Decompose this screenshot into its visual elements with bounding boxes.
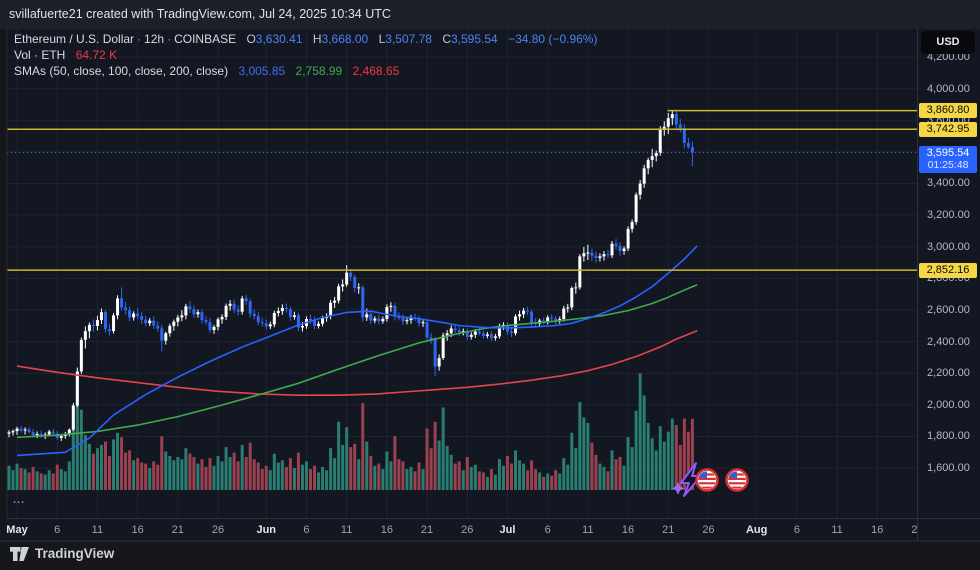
symbol-title: Ethereum / U.S. Dollar — [14, 32, 135, 46]
price-tick-label: 2,200.00 — [927, 367, 970, 380]
price-tick-label: 3,400.00 — [927, 177, 970, 190]
volume-value: 64.72 K — [75, 48, 118, 62]
time-tick-label: 26 — [211, 524, 225, 536]
interval-label: 12h — [144, 32, 165, 46]
time-tick-label: 21 — [420, 524, 434, 536]
price-tick-label: 4,200.00 — [927, 51, 970, 63]
price-level-label[interactable]: 3,742.95 — [919, 121, 977, 137]
lightning-emoji[interactable] — [671, 462, 702, 497]
low-label: L — [378, 32, 386, 46]
sma-100-line — [16, 284, 698, 439]
attribution-text: svillafuerte21 created with TradingView.… — [9, 7, 391, 21]
price-tick-label: 3,000.00 — [927, 240, 970, 253]
time-tick-label: 16 — [621, 524, 635, 536]
time-axis-background — [7, 519, 917, 541]
time-axis[interactable]: May 6 11 16 21 26 Jun 6 11 16 21 26 Jul 6 11 16 21 26 Aug 6… — [0, 519, 918, 541]
time-tick-label: 21 — [171, 524, 184, 536]
sma-50-line — [16, 245, 698, 457]
high-value: 3,668.00 — [321, 32, 369, 46]
tradingview-logo-icon — [10, 546, 29, 561]
price-tick-label: 1,600.00 — [927, 462, 970, 475]
last-price-value: 3,595.54 — [926, 146, 970, 159]
time-tick-label: 6 — [303, 524, 310, 536]
price-level-label[interactable]: 3,860.80 — [919, 103, 977, 119]
price-tick-label: 2,000.00 — [927, 398, 970, 411]
time-tick-label: 16 — [131, 524, 144, 536]
time-tick-label: 16 — [871, 524, 884, 536]
price-tick-label: 2,600.00 — [927, 303, 970, 316]
last-price-label: 3,595.54 01:25:48 — [919, 145, 977, 173]
bar-countdown: 01:25:48 — [927, 158, 969, 171]
time-tick-label: Aug — [745, 524, 768, 536]
pane-more-button[interactable]: ... — [13, 494, 26, 506]
chart-pane-background — [7, 28, 917, 519]
exchange-label: COINBASE — [174, 32, 237, 46]
time-tick-label: 16 — [380, 524, 393, 536]
sma100-value: 2,758.99 — [295, 64, 343, 78]
price-tick-label: 4,000.00 — [927, 82, 970, 95]
open-value: 3,630.41 — [255, 32, 303, 46]
legend-volume-row[interactable]: Vol · ETH 64.72 K — [14, 47, 597, 63]
price-level-label[interactable]: 2,852.16 — [919, 262, 977, 278]
time-tick-label: 21 — [662, 524, 675, 536]
sma-label: SMAs (50, close, 100, close, 200, close) — [14, 64, 229, 78]
time-tick-label: 6 — [544, 524, 551, 536]
price-tick-label: 3,200.00 — [927, 209, 970, 222]
legend-symbol-row[interactable]: Ethereum / U.S. Dollar · 12h · COINBASE O3,6… — [14, 32, 598, 46]
tradingview-logo[interactable]: TradingView — [10, 546, 114, 561]
close-label: C — [442, 32, 451, 46]
time-tick-label: 6 — [793, 524, 800, 536]
price-tick-label: 2,400.00 — [927, 335, 970, 348]
price-tick-label: 1,800.00 — [927, 430, 970, 443]
sma-200-line — [16, 330, 698, 397]
price-axis[interactable]: 4,200.004,000.003,800.003,600.003,400.00… — [917, 28, 980, 519]
us-flag-badge[interactable] — [725, 468, 749, 492]
time-tick-label: 11 — [91, 524, 104, 536]
us-flag-badge[interactable] — [695, 468, 719, 492]
time-tick-label: May — [6, 524, 28, 536]
tradingview-logo-text: TradingView — [35, 546, 115, 561]
time-tick-label: 21 — [911, 524, 918, 536]
volume-series — [7, 372, 694, 490]
close-value: 3,595.54 — [451, 32, 498, 46]
open-label: O — [246, 32, 256, 46]
sma200-value: 2,468.65 — [352, 64, 400, 78]
grid-lines — [7, 28, 917, 519]
candlestick-series — [7, 110, 694, 442]
volume-label: Vol · ETH — [14, 48, 66, 62]
chart-legend: Ethereum / U.S. Dollar · 12h · COINBASE O3,6… — [14, 31, 597, 79]
attribution-bar: svillafuerte21 created with TradingView.… — [0, 0, 980, 28]
time-tick-label: 11 — [340, 524, 353, 536]
time-tick-label: 26 — [461, 524, 474, 536]
low-value: 3,507.78 — [385, 32, 432, 46]
high-label: H — [312, 32, 322, 46]
legend-sma-row[interactable]: SMAs (50, close, 100, close, 200, close)… — [14, 63, 597, 79]
time-tick-label: 11 — [831, 524, 843, 536]
change-value: −34.80 (−0.96%) — [508, 32, 598, 46]
time-tick-label: Jul — [499, 524, 516, 536]
currency-badge[interactable]: USD — [921, 31, 975, 54]
chart-frame — [0, 27, 980, 542]
sma50-value: 3,005.85 — [238, 64, 286, 78]
time-tick-label: 6 — [54, 524, 61, 536]
time-tick-label: 26 — [702, 524, 715, 536]
time-tick-label: 11 — [582, 524, 594, 536]
event-stickers[interactable] — [671, 462, 749, 497]
time-tick-label: Jun — [256, 524, 277, 536]
